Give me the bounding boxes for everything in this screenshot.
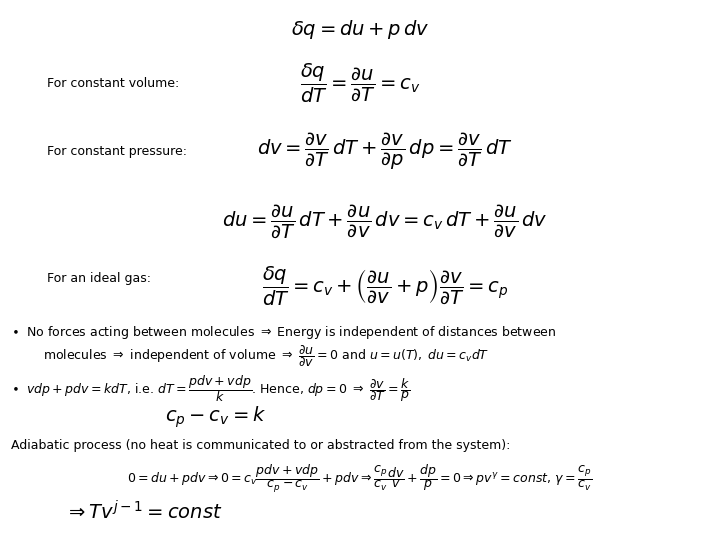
Text: $\dfrac{\delta q}{dT} = c_v + \left(\dfrac{\partial u}{\partial v} + p\right)\df: $\dfrac{\delta q}{dT} = c_v + \left(\dfr…	[262, 265, 508, 308]
Text: $\Rightarrow Tv^{j-1} = const$: $\Rightarrow Tv^{j-1} = const$	[66, 501, 222, 523]
Text: $\bullet\;$ $vdp + pdv = kdT$, i.e. $dT = \dfrac{pdv+vdp}{k}$. Hence, $dp = 0$ $: $\bullet\;$ $vdp + pdv = kdT$, i.e. $dT …	[11, 373, 410, 404]
Text: Adiabatic process (no heat is communicated to or abstracted from the system):: Adiabatic process (no heat is communicat…	[11, 439, 510, 452]
Text: For an ideal gas:: For an ideal gas:	[47, 272, 150, 285]
Text: For constant volume:: For constant volume:	[47, 77, 179, 90]
Text: For constant pressure:: For constant pressure:	[47, 145, 186, 158]
Text: $0 = du + pdv \Rightarrow 0 = c_v\dfrac{pdv+vdp}{c_p-c_v} + pdv \Rightarrow \dfr: $0 = du + pdv \Rightarrow 0 = c_v\dfrac{…	[127, 462, 593, 494]
Text: $\delta q = du + p\, dv$: $\delta q = du + p\, dv$	[291, 18, 429, 41]
Text: $\dfrac{\delta q}{dT} = \dfrac{\partial u}{\partial T} = c_v$: $\dfrac{\delta q}{dT} = \dfrac{\partial …	[300, 62, 420, 105]
Text: $c_p - c_v = k$: $c_p - c_v = k$	[166, 404, 266, 430]
Text: $\bullet\;$ No forces acting between molecules $\Rightarrow$ Energy is independe: $\bullet\;$ No forces acting between mol…	[11, 323, 556, 341]
Text: molecules $\Rightarrow$ independent of volume $\Rightarrow$ $\dfrac{\partial u}{: molecules $\Rightarrow$ independent of v…	[43, 343, 490, 369]
Text: $dv = \dfrac{\partial v}{\partial T}\, dT + \dfrac{\partial v}{\partial p}\, dp : $dv = \dfrac{\partial v}{\partial T}\, d…	[258, 131, 513, 172]
Text: $du = \dfrac{\partial u}{\partial T}\, dT + \dfrac{\partial u}{\partial v}\, dv : $du = \dfrac{\partial u}{\partial T}\, d…	[222, 202, 548, 240]
